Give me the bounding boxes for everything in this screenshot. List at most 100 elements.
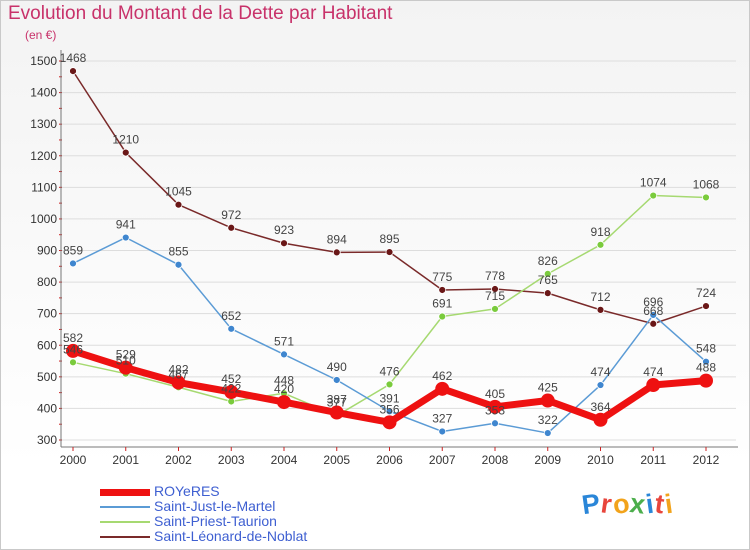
data-label: 1045 [165,185,192,199]
x-tick-label: 2010 [587,453,614,467]
line-chart: 300 400 500 600 700 800 900 1000 1100 1200 1300 140… [30,50,738,467]
data-point [646,378,661,393]
data-label: 482 [168,363,188,377]
data-label: 652 [221,309,241,323]
data-label: 488 [696,361,716,375]
data-label: 775 [432,270,452,284]
data-point [385,248,394,256]
data-point [491,419,499,428]
data-label: 765 [538,273,558,287]
data-label: 353 [485,403,505,417]
data-point [174,200,183,209]
data-label: 452 [221,372,241,386]
x-tick-label: 2000 [60,453,87,467]
grid [61,60,736,441]
data-label: 548 [696,342,716,356]
y-tick-label: 1200 [30,149,57,163]
data-label: 448 [274,373,294,387]
data-label: 420 [274,382,294,396]
data-point [699,373,713,388]
proxiti-logo: Proxiti [580,488,675,520]
y-tick-label: 1400 [30,86,57,100]
data-label: 462 [432,369,452,383]
data-point [649,191,658,200]
data-point [69,67,77,76]
data-point [491,285,499,293]
data-point [596,305,605,314]
data-label: 855 [168,245,188,259]
y-tick-label: 800 [37,275,57,289]
data-label: 582 [63,331,83,345]
data-point [438,312,447,321]
x-tick-label: 2002 [165,453,192,467]
x-tick-label: 2011 [640,453,666,467]
y-tick-label: 1000 [30,212,57,226]
data-point [118,360,133,375]
legend-swatch [100,506,150,508]
data-label: 356 [379,402,399,416]
y-tick-label: 300 [37,433,57,447]
legend-label: ROYeRES [154,483,220,499]
data-point [224,384,239,399]
data-point [332,248,341,257]
y-tick-label: 400 [37,401,57,415]
x-tick-label: 2008 [482,453,509,467]
data-label: 724 [696,286,716,300]
data-label: 859 [63,243,83,257]
data-point [593,412,608,427]
data-point [280,350,288,359]
legend-item: Saint-Just-le-Martel [100,498,400,515]
data-label: 1074 [640,176,667,190]
data-point [702,357,710,366]
y-tick-label: 700 [37,307,57,321]
data-point [491,305,499,313]
data-point [540,393,555,408]
data-label: 510 [116,354,136,368]
data-point [69,358,77,367]
data-label: 1210 [112,133,139,147]
data-label: 474 [590,365,610,379]
data-point [543,429,552,437]
axes: 300 400 500 600 700 800 900 1000 1100 1200 1300 140… [30,50,738,467]
data-label: 826 [538,254,558,268]
data-label: 1068 [693,177,720,191]
data-point [277,395,291,410]
y-tick-label: 1300 [30,117,57,131]
data-point [438,286,447,294]
data-label: 1468 [60,51,87,65]
y-tick-label: 500 [37,370,57,384]
data-point [385,380,394,389]
data-point [702,193,710,202]
legend-item: Saint-Priest-Taurion [100,513,400,530]
data-label: 668 [643,304,663,318]
y-tick-label: 600 [37,338,57,352]
legend-item: Saint-Léonard-de-Noblat [100,528,400,545]
data-point [227,324,236,333]
data-labels: 1468 1210 1045 972 923 894 895 775 778 765 712 668 7… [60,51,720,427]
data-point [174,260,183,269]
legend-swatch [100,521,150,523]
x-tick-label: 2003 [218,453,245,467]
data-point [438,427,447,436]
data-point [596,381,605,389]
data-point [702,302,710,310]
data-point [171,375,186,390]
legend-swatch [100,489,150,496]
data-label: 712 [590,290,610,304]
data-point [280,239,288,248]
data-label: 391 [379,391,399,405]
x-tick-label: 2006 [376,453,403,467]
data-point [66,343,80,358]
data-point [329,405,344,420]
data-label: 322 [538,413,558,427]
data-point [69,259,77,268]
data-label: 941 [116,218,136,232]
data-point [649,319,658,328]
data-point [227,397,236,406]
legend-label: Saint-Léonard-de-Noblat [154,528,308,544]
data-point [435,381,450,396]
data-label: 422 [221,381,241,395]
data-label: 571 [274,334,294,348]
x-tick-label: 2009 [534,453,561,467]
